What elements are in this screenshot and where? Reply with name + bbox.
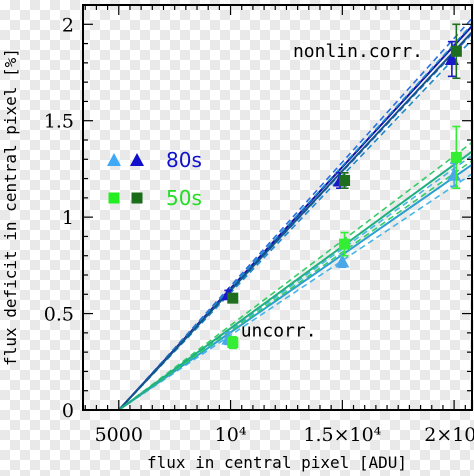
data-point-1-0	[227, 337, 239, 348]
fit-line-3	[118, 150, 473, 411]
fit-line-1	[118, 31, 473, 411]
legend: 80s 50s	[107, 148, 202, 210]
fit-band-lower-2	[118, 173, 473, 411]
fit-band-upper-1	[118, 23, 473, 411]
legend-marker-0-1	[130, 153, 144, 166]
plot-frame	[82, 4, 473, 411]
legend-marker-1-1	[131, 192, 143, 204]
fit-band-lower-3	[118, 160, 473, 411]
fit-band-upper-0	[118, 17, 473, 411]
legend-label-80s: 80s	[166, 148, 202, 172]
y-axis-title: flux deficit in central pixel [%]	[1, 48, 20, 366]
y-tick-label-1: 0.5	[44, 304, 74, 326]
data-point-1-1	[339, 238, 351, 250]
data-point-3-2	[450, 45, 462, 57]
legend-marker-0-0	[107, 153, 121, 166]
legend-marker-1-0	[108, 192, 120, 204]
x-tick-label-3: 2×10⁴	[424, 424, 474, 446]
data-point-3-0	[227, 292, 239, 304]
y-tick-label-3: 1.5	[44, 111, 74, 133]
x-axis-title: flux in central pixel [ADU]	[147, 453, 407, 472]
data-point-1-2	[450, 151, 462, 163]
plot-area	[118, 17, 473, 411]
x-tick-label-1: 10⁴	[215, 424, 247, 446]
legend-label-50s: 50s	[166, 186, 202, 210]
fit-band-upper-3	[118, 141, 473, 411]
data-point-3-1	[339, 175, 351, 186]
y-axis: 0 0.5 1 1.5 2	[44, 4, 472, 422]
annotation-0: nonlin.corr.	[293, 41, 423, 62]
x-axis: 5000 10⁴ 1.5×10⁴ 2×10⁴	[84, 5, 474, 446]
annotation-1: uncorr.	[241, 321, 317, 342]
data-point-0-1	[335, 254, 350, 268]
y-tick-label-0: 0	[62, 400, 74, 422]
legend-entry-80s: 80s	[107, 148, 202, 172]
y-tick-label-4: 2	[62, 14, 74, 36]
x-tick-label-0: 5000	[95, 424, 143, 446]
data-point-2-2	[444, 52, 459, 65]
y-tick-label-2: 1	[62, 207, 74, 229]
annotations: nonlin.corr. uncorr.	[241, 41, 423, 342]
legend-entry-50s: 50s	[108, 186, 202, 210]
data-point-0-2	[447, 167, 462, 181]
x-tick-label-2: 1.5×10⁴	[303, 424, 381, 446]
